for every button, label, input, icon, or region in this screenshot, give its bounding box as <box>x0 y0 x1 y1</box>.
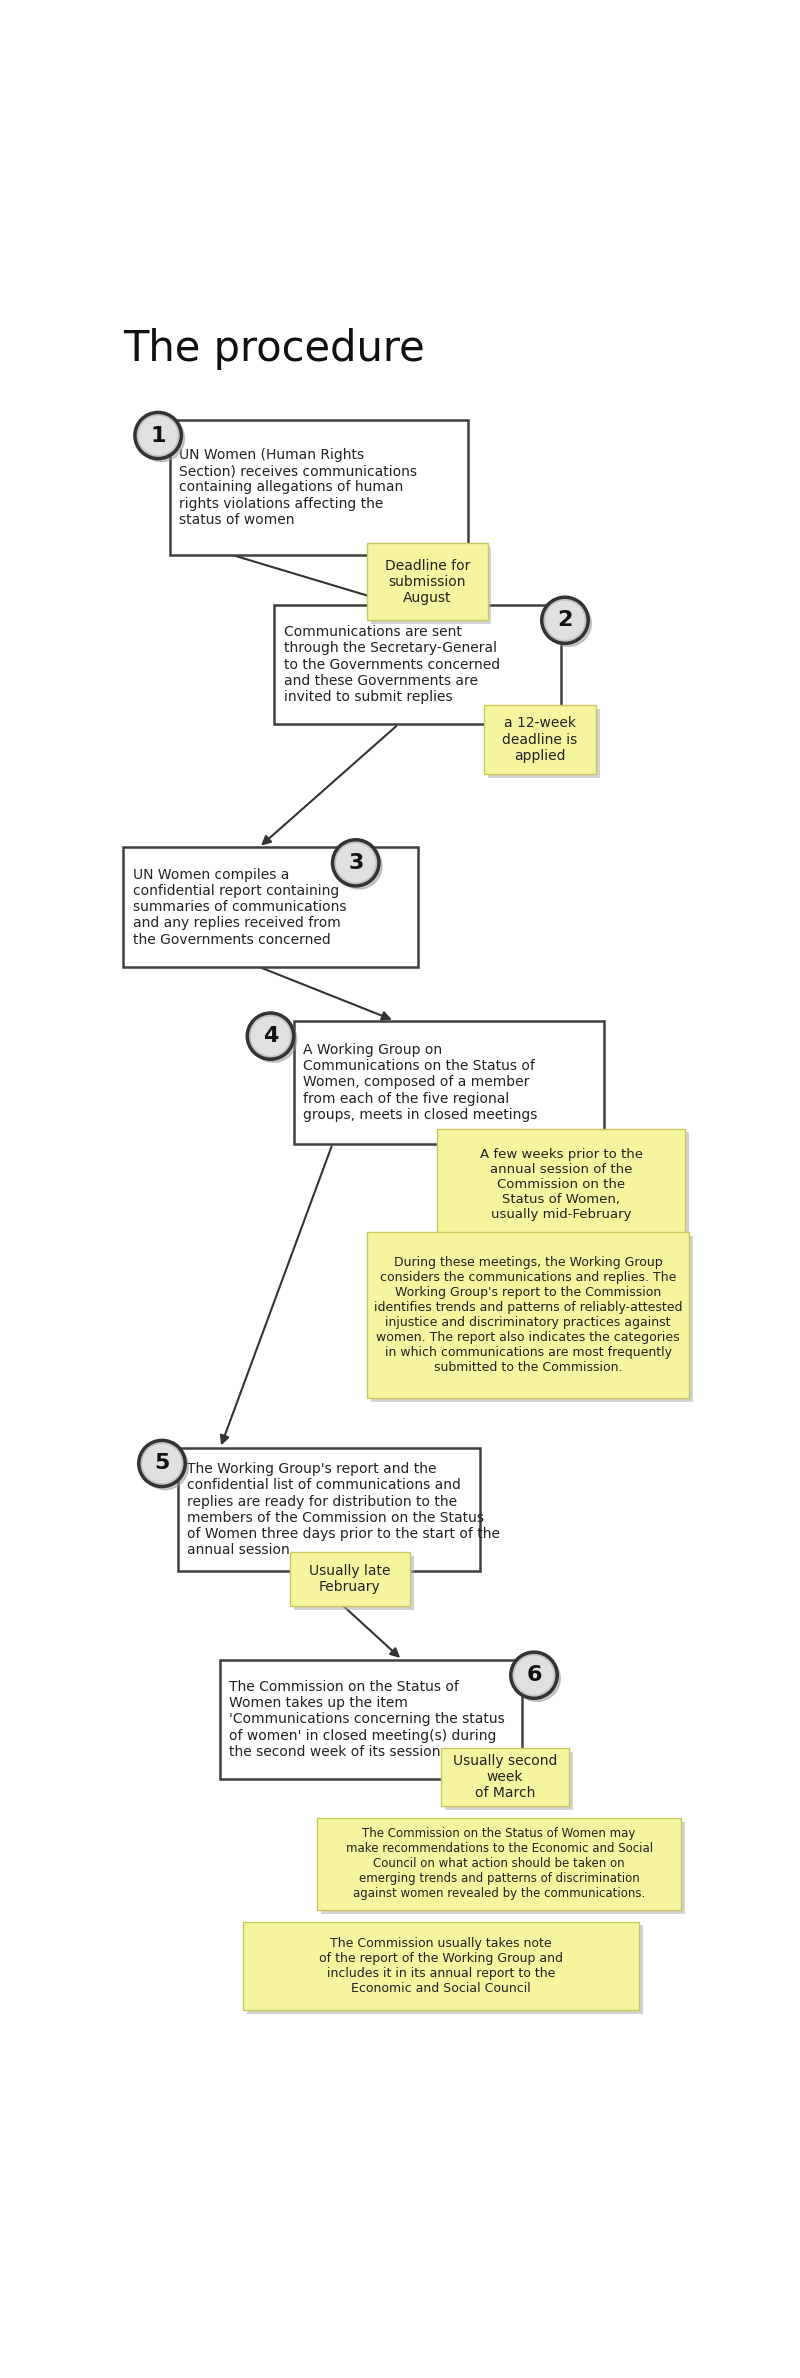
FancyBboxPatch shape <box>487 709 600 778</box>
FancyBboxPatch shape <box>247 1926 642 2014</box>
Circle shape <box>336 842 382 889</box>
Circle shape <box>250 1015 297 1063</box>
Text: 5: 5 <box>154 1453 170 1474</box>
FancyBboxPatch shape <box>294 1020 604 1144</box>
Text: Usually second
week
of March: Usually second week of March <box>453 1755 557 1800</box>
Text: a 12-week
deadline is
applied: a 12-week deadline is applied <box>502 716 578 763</box>
FancyBboxPatch shape <box>484 704 596 775</box>
Circle shape <box>514 1655 560 1700</box>
Text: 4: 4 <box>263 1027 278 1046</box>
Text: 1: 1 <box>150 426 166 445</box>
Circle shape <box>333 839 379 887</box>
Text: A few weeks prior to the
annual session of the
Commission on the
Status of Women: A few weeks prior to the annual session … <box>480 1149 642 1220</box>
Circle shape <box>545 599 591 647</box>
Text: Usually late
February: Usually late February <box>309 1565 390 1593</box>
FancyBboxPatch shape <box>441 1748 569 1807</box>
FancyBboxPatch shape <box>367 542 487 621</box>
Text: The Commission on the Status of Women may
make recommendations to the Economic a: The Commission on the Status of Women ma… <box>346 1826 653 1900</box>
FancyBboxPatch shape <box>437 1130 685 1241</box>
Circle shape <box>142 1443 188 1489</box>
Text: UN Women (Human Rights
Section) receives communications
containing allegations o: UN Women (Human Rights Section) receives… <box>179 447 417 528</box>
FancyBboxPatch shape <box>367 1232 689 1398</box>
Text: 2: 2 <box>558 611 573 630</box>
FancyBboxPatch shape <box>243 1921 638 2009</box>
Circle shape <box>138 416 185 461</box>
FancyBboxPatch shape <box>290 1553 410 1605</box>
Text: The Working Group's report and the
confidential list of communications and
repli: The Working Group's report and the confi… <box>187 1462 500 1558</box>
FancyBboxPatch shape <box>441 1132 689 1244</box>
FancyBboxPatch shape <box>274 604 561 725</box>
FancyBboxPatch shape <box>317 1817 682 1910</box>
FancyBboxPatch shape <box>294 1555 414 1610</box>
Circle shape <box>247 1013 294 1058</box>
Text: UN Women compiles a
confidential report containing
summaries of communications
a: UN Women compiles a confidential report … <box>133 868 346 946</box>
Circle shape <box>546 602 584 640</box>
Circle shape <box>135 411 182 459</box>
Circle shape <box>510 1653 558 1698</box>
Text: 6: 6 <box>526 1665 542 1686</box>
Circle shape <box>138 1441 186 1486</box>
Text: Communications are sent
through the Secretary-General
to the Governments concern: Communications are sent through the Secr… <box>284 625 500 704</box>
FancyBboxPatch shape <box>445 1753 573 1810</box>
Circle shape <box>515 1655 553 1693</box>
FancyBboxPatch shape <box>371 547 491 623</box>
FancyBboxPatch shape <box>178 1448 480 1572</box>
Text: During these meetings, the Working Group
considers the communications and replie: During these meetings, the Working Group… <box>374 1256 682 1374</box>
Circle shape <box>139 416 177 454</box>
FancyBboxPatch shape <box>170 421 468 554</box>
Text: A Working Group on
Communications on the Status of
Women, composed of a member
f: A Working Group on Communications on the… <box>303 1044 538 1122</box>
Circle shape <box>542 597 588 644</box>
Circle shape <box>143 1443 181 1481</box>
Text: The Commission usually takes note
of the report of the Working Group and
include: The Commission usually takes note of the… <box>319 1938 563 1995</box>
FancyBboxPatch shape <box>220 1660 522 1779</box>
Text: The Commission on the Status of
Women takes up the item
'Communications concerni: The Commission on the Status of Women ta… <box>230 1681 505 1760</box>
FancyBboxPatch shape <box>321 1822 685 1914</box>
Text: 3: 3 <box>348 854 363 873</box>
Text: The procedure: The procedure <box>123 328 425 369</box>
Circle shape <box>337 844 375 882</box>
FancyBboxPatch shape <box>123 847 418 968</box>
Text: Deadline for
submission
August: Deadline for submission August <box>385 559 470 604</box>
Circle shape <box>251 1018 290 1056</box>
FancyBboxPatch shape <box>371 1237 693 1403</box>
